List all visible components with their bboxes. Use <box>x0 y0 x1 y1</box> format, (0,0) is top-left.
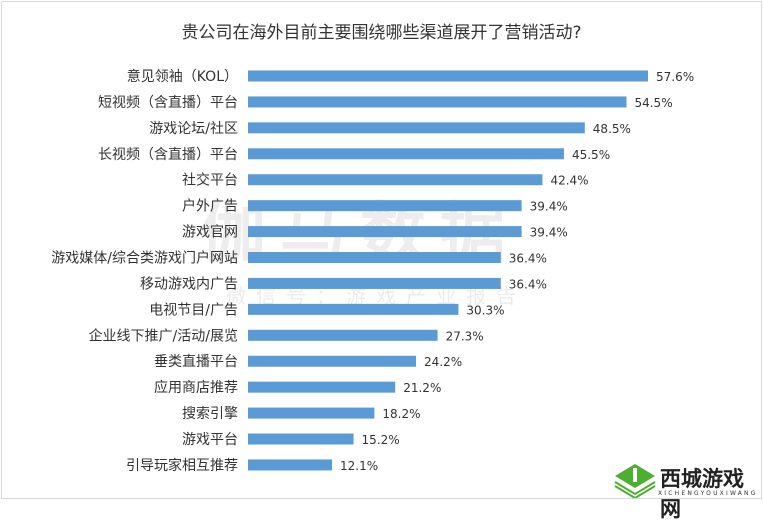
data-label: 36.4% <box>509 277 547 291</box>
category-label: 游戏论坛/社区 <box>149 121 238 137</box>
category-label: 垂类直播平台 <box>154 353 238 370</box>
category-label: 游戏媒体/综合类游戏门户网站 <box>51 250 238 267</box>
data-label: 30.3% <box>466 303 504 317</box>
data-label: 39.4% <box>530 200 568 214</box>
data-label: 27.3% <box>446 329 484 343</box>
data-label: 45.5% <box>572 148 610 162</box>
data-label: 39.4% <box>530 226 568 240</box>
data-label: 18.2% <box>382 407 420 421</box>
data-label: 24.2% <box>424 355 462 369</box>
bar <box>248 226 522 238</box>
category-label: 企业线下推广/活动/展览 <box>89 327 238 344</box>
bar <box>248 200 522 212</box>
data-label: 15.2% <box>362 433 400 447</box>
data-label: 42.4% <box>550 174 588 188</box>
category-label: 户外广告 <box>182 198 238 215</box>
bar <box>248 407 375 419</box>
data-label: 12.1% <box>340 459 378 473</box>
category-label: 游戏官网 <box>182 225 238 241</box>
bar <box>248 70 648 82</box>
bar <box>248 277 501 289</box>
bar <box>248 433 354 445</box>
data-label: 57.6% <box>656 70 694 84</box>
bar <box>248 355 417 367</box>
data-label: 54.5% <box>634 96 672 110</box>
data-label: 48.5% <box>593 122 631 136</box>
category-label: 移动游戏内广告 <box>140 276 238 292</box>
category-label: 应用商店推荐 <box>154 379 238 396</box>
bar <box>248 459 333 471</box>
logo-icon <box>614 464 656 498</box>
bar <box>248 329 438 341</box>
logo-subtext: XICHENGYOUXIWANG <box>658 490 758 497</box>
bar <box>248 174 543 186</box>
category-label: 短视频（含直播）平台 <box>98 94 238 111</box>
category-label: 游戏平台 <box>182 432 238 448</box>
bar <box>248 303 459 315</box>
category-label: 意见领袖（KOL） <box>127 68 238 85</box>
category-label: 长视频（含直播）平台 <box>98 146 238 163</box>
bar <box>248 122 585 134</box>
data-label: 36.4% <box>509 252 547 266</box>
category-label: 社交平台 <box>182 172 238 189</box>
bar <box>248 96 627 108</box>
category-label: 引导玩家相互推荐 <box>126 457 238 474</box>
chart-title: 贵公司在海外目前主要围绕哪些渠道展开了营销活动? <box>181 23 582 43</box>
bar <box>248 381 396 393</box>
category-label: 搜索引擎 <box>182 405 238 422</box>
data-label: 21.2% <box>403 381 441 395</box>
bar <box>248 148 564 160</box>
chart-frame <box>1 1 762 499</box>
category-label: 电视节目/广告 <box>149 302 238 318</box>
bar <box>248 252 501 264</box>
bar-chart: 意见领袖（KOL） 57.6% 短视频（含直播）平台 54.5% 游戏论坛/社区 48.5… <box>51 68 694 474</box>
